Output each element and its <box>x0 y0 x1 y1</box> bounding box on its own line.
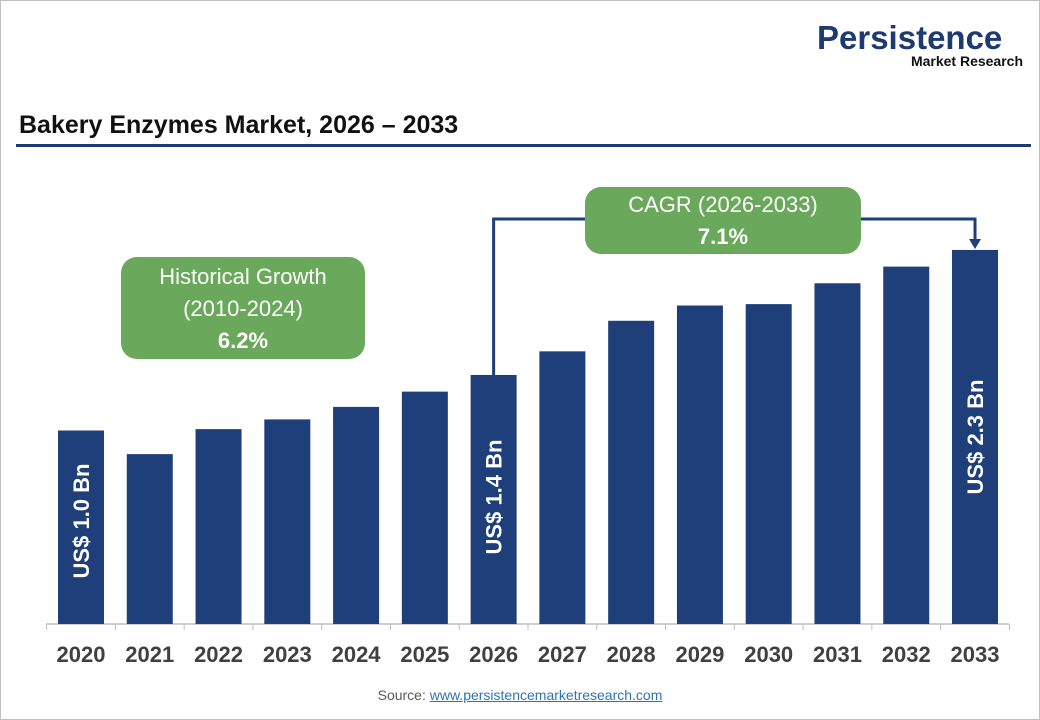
data-label-2020: US$ 1.0 Bn <box>69 464 94 579</box>
chart-title: Bakery Enzymes Market, 2026 – 2033 <box>19 111 459 139</box>
x-tick-label: 2023 <box>263 642 312 667</box>
title-divider <box>16 144 1031 147</box>
x-tick-label: 2021 <box>125 642 174 667</box>
data-label-2026: US$ 1.4 Bn <box>482 440 507 555</box>
arrow-down-icon <box>969 238 982 249</box>
x-tick-label: 2024 <box>332 642 382 667</box>
x-tick-label: 2033 <box>951 642 1000 667</box>
historical-label: Historical Growth <box>159 264 327 289</box>
bar-2026 <box>470 374 517 624</box>
source-link[interactable]: www.persistencemarketresearch.com <box>429 687 663 703</box>
historical-growth-box: Historical Growth (2010-2024) 6.2% <box>121 257 365 359</box>
bar-2027 <box>539 351 586 624</box>
bar-2020 <box>58 430 104 624</box>
x-tick-label: 2030 <box>744 642 793 667</box>
bar-2029 <box>676 305 723 624</box>
logo-subtitle: Market Research <box>910 53 1023 69</box>
x-tick-label: 2031 <box>813 642 862 667</box>
x-tick-label: 2025 <box>400 642 449 667</box>
bar-2025 <box>401 391 448 624</box>
x-tick-label: 2032 <box>882 642 931 667</box>
x-tick-label: 2020 <box>57 642 106 667</box>
bar-2031 <box>814 283 861 624</box>
cagr-label: CAGR (2026-2033) <box>628 192 818 217</box>
bar-2021 <box>126 454 173 624</box>
logo: Persistence <box>817 19 1003 56</box>
x-tick-label: 2026 <box>469 642 518 667</box>
historical-period: (2010-2024) <box>183 296 303 321</box>
bar-2030 <box>745 304 792 624</box>
x-tick-label: 2027 <box>538 642 587 667</box>
x-tick-label: 2029 <box>675 642 724 667</box>
x-tick-label: 2028 <box>607 642 656 667</box>
data-label-2033: US$ 2.3 Bn <box>963 380 988 495</box>
bar-2033 <box>952 249 999 624</box>
source-prefix: Source: <box>377 687 426 703</box>
bar-2032 <box>883 266 930 624</box>
source-note: Source: www.persistencemarketresearch.co… <box>1 687 1039 703</box>
bar-2028 <box>608 320 655 624</box>
historical-value: 6.2% <box>217 328 269 353</box>
x-tick-label: 2022 <box>194 642 243 667</box>
cagr-value: 7.1% <box>697 224 749 249</box>
bar-2022 <box>195 429 242 624</box>
bar-2023 <box>264 419 311 624</box>
cagr-box: CAGR (2026-2033) 7.1% <box>585 187 861 254</box>
bar-2024 <box>333 406 380 624</box>
